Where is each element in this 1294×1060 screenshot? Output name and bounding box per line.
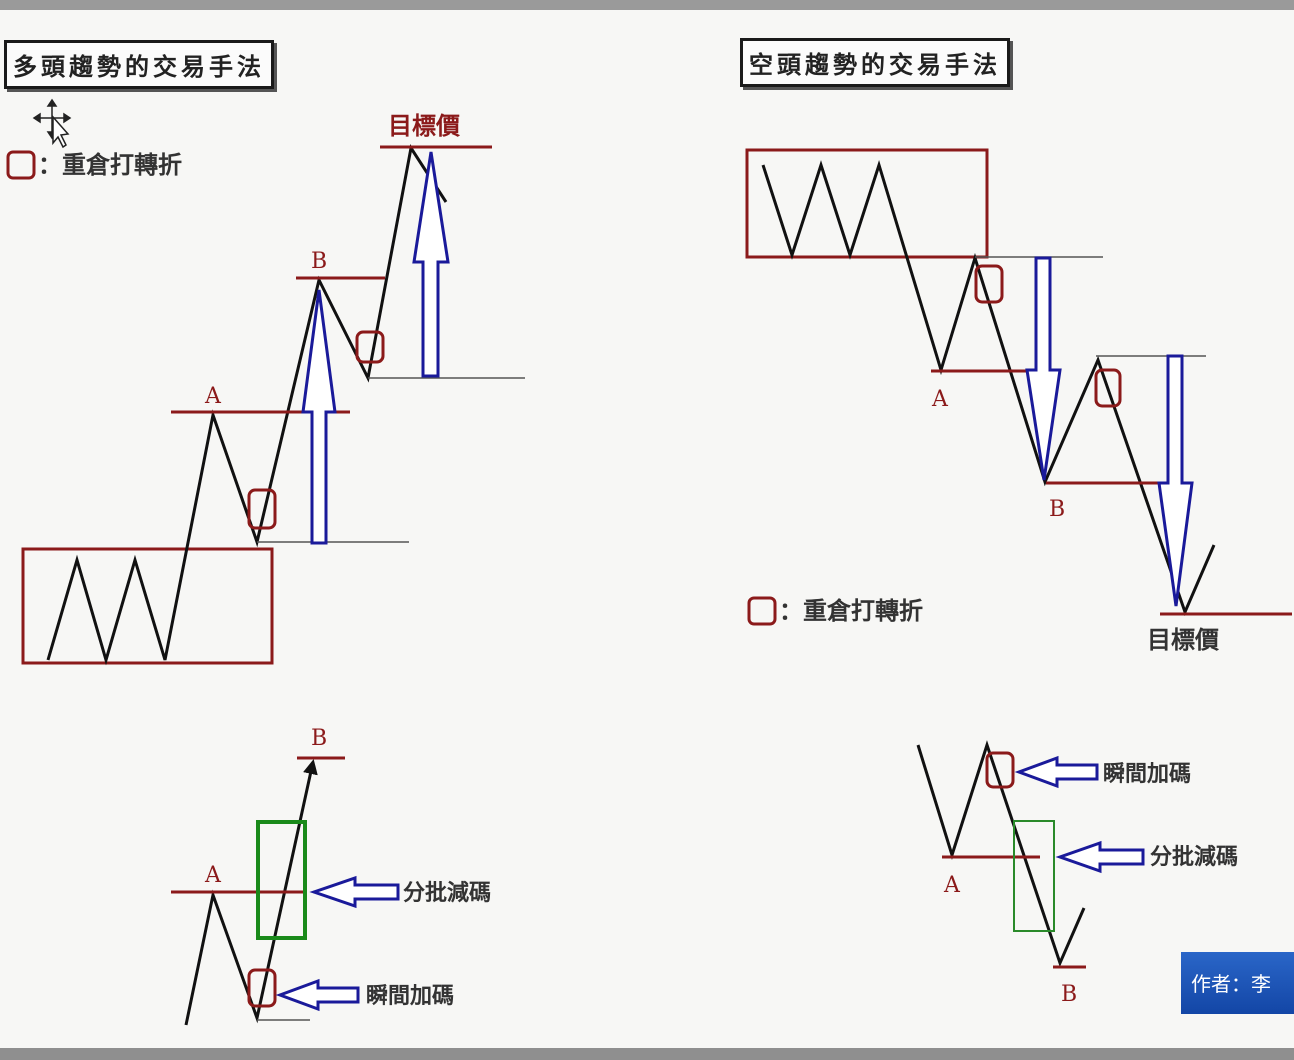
bear-add-box xyxy=(985,751,1015,789)
author-badge: 作者：李 xyxy=(1181,952,1294,1014)
bear-label-target: 目標價 xyxy=(1147,625,1220,654)
bull-turn-box-1 xyxy=(247,488,277,530)
bull-main-diagram: ：重倉打轉折 A B 目標價 xyxy=(6,98,525,666)
bear-legend-text: ：重倉打轉折 xyxy=(779,596,923,625)
bear-consolidation-box xyxy=(745,148,989,259)
bull-label-a: A xyxy=(204,384,222,409)
bear-label-a: A xyxy=(931,387,949,412)
bear-add-arrow xyxy=(1014,755,1099,789)
bear-reduce-zone xyxy=(1013,820,1055,932)
bear-turn-box-1 xyxy=(974,264,1004,304)
bull-detail-label-b: B xyxy=(311,726,327,751)
bull-title: 多頭趨勢的交易手法 xyxy=(4,40,274,89)
bear-main-diagram: A B 目標價 ：重倉打轉折 xyxy=(745,148,1292,654)
bear-detail-diagram: A B 瞬間加碼 分批減碼 xyxy=(916,740,1238,1007)
bull-legend-text: ：重倉打轉折 xyxy=(38,150,182,179)
bear-detail-path xyxy=(916,740,1086,968)
bull-add-arrow xyxy=(275,978,360,1012)
bear-detail-label-b: B xyxy=(1061,982,1077,1007)
bull-reduce-label: 分批減碼 xyxy=(403,880,491,906)
window-bottom-edge xyxy=(0,1048,1294,1060)
bull-label-b: B xyxy=(311,249,327,274)
bull-up-arrow-2 xyxy=(412,151,450,378)
bull-add-box xyxy=(247,968,277,1008)
bear-legend-box-icon xyxy=(747,596,777,626)
bear-reduce-label: 分批減碼 xyxy=(1150,844,1238,870)
bear-title: 空頭趨勢的交易手法 xyxy=(740,38,1010,87)
bull-consolidation-box xyxy=(21,547,274,665)
window-top-edge xyxy=(0,0,1294,10)
bull-legend-box-icon xyxy=(6,150,36,180)
bull-label-target: 目標價 xyxy=(388,111,461,140)
bull-add-label: 瞬間加碼 xyxy=(366,983,454,1009)
bear-down-arrow-1 xyxy=(1025,256,1062,481)
bull-price-path xyxy=(46,144,448,666)
bull-reduce-arrow xyxy=(309,875,400,909)
bull-detail-diagram: A B 分批減碼 瞬間加碼 xyxy=(171,726,491,1026)
bear-add-label: 瞬間加碼 xyxy=(1103,761,1191,787)
bear-label-b: B xyxy=(1049,497,1065,522)
bull-up-arrow-1 xyxy=(301,289,337,545)
bear-detail-label-a: A xyxy=(943,873,961,898)
bear-turn-box-2 xyxy=(1094,368,1122,408)
bull-detail-path xyxy=(184,759,318,1026)
bull-reduce-zone xyxy=(256,820,307,940)
bull-detail-label-a: A xyxy=(204,863,222,888)
bear-reduce-arrow xyxy=(1055,840,1145,874)
move-cursor-icon xyxy=(32,98,72,149)
bull-turn-box-2 xyxy=(355,330,385,364)
bear-down-arrow-2 xyxy=(1157,354,1194,607)
